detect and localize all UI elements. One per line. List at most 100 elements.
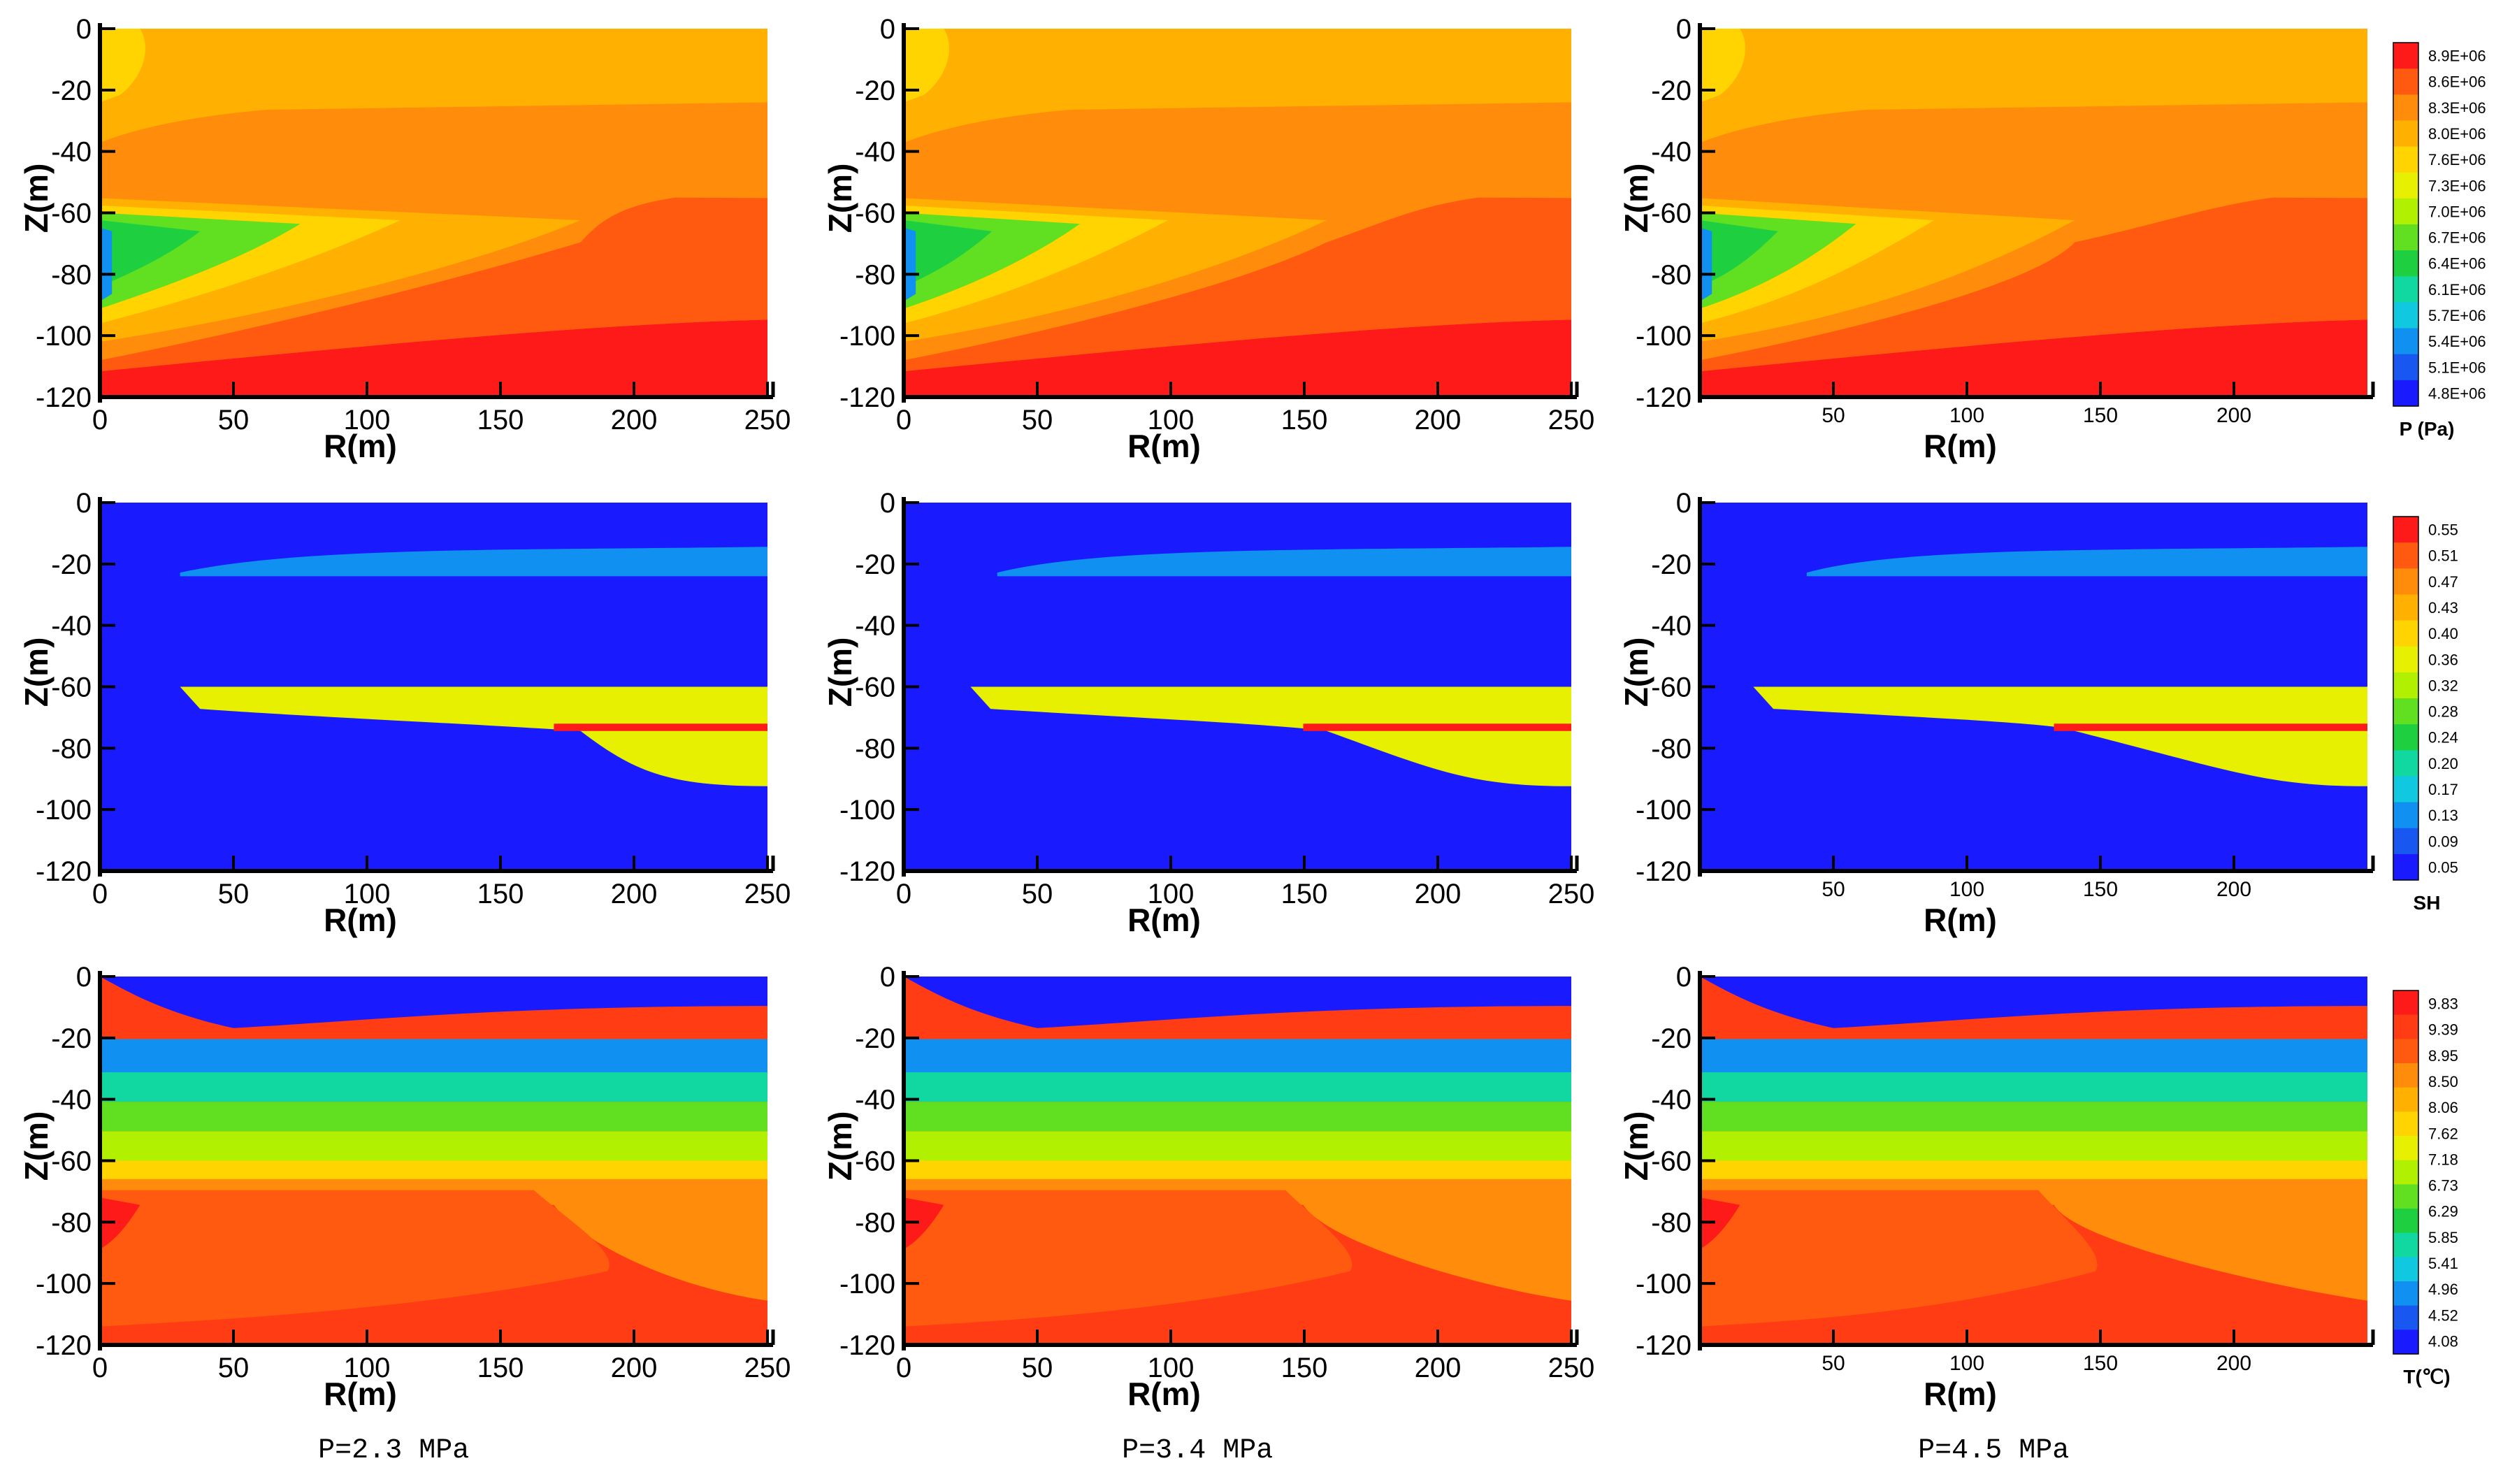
y-tick-label: -20	[1651, 549, 1692, 580]
contour-band-2	[1700, 190, 2367, 372]
colorbar-tick-label: 0.47	[2428, 573, 2458, 591]
colorbar-swatch	[2393, 828, 2418, 855]
contour-band-10	[904, 227, 916, 301]
contour-band-3	[100, 1160, 767, 1179]
colorbar-swatch	[2393, 69, 2418, 95]
colorbar-tick-label: 7.18	[2428, 1151, 2458, 1168]
contour-band-8	[904, 977, 1571, 1028]
colorbar-tick-label: 7.3E+06	[2428, 177, 2486, 194]
colorbar-title: P (Pa)	[2400, 418, 2455, 440]
contour-band-10	[904, 1197, 944, 1249]
x-axis-label: R(m)	[1127, 1376, 1201, 1412]
y-tick-label: -60	[855, 199, 895, 229]
contour-band-9	[100, 1190, 610, 1327]
y-tick-label: -80	[1651, 733, 1692, 764]
colorbar-swatch	[2393, 354, 2418, 381]
y-tick-label: -100	[839, 1269, 895, 1299]
x-tick-label: 100	[1148, 1353, 1195, 1383]
colorbar-tick-label: 7.6E+06	[2428, 151, 2486, 168]
x-tick-label: 50	[218, 405, 250, 435]
colorbar-p: 8.9E+06 8.6E+06 8.3E+06 8.0E+06 7.6E+06 7.3E+…	[2393, 42, 2486, 440]
colorbar-tick-label: 0.51	[2428, 547, 2458, 565]
y-tick-label: -40	[855, 1085, 895, 1116]
colorbar-tick-label: 0.09	[2428, 833, 2458, 850]
contour-band-10	[1700, 1197, 1740, 1249]
x-tick-label: 0	[92, 405, 108, 435]
colorbar-tick-label: 6.1E+06	[2428, 281, 2486, 298]
y-tick-label: 0	[880, 488, 895, 519]
x-tick-label: 200	[2216, 1352, 2251, 1375]
colorbar-tick-label: 4.52	[2428, 1306, 2458, 1324]
contour-band-2	[904, 190, 1571, 372]
x-tick-label: 50	[1022, 1353, 1053, 1383]
y-tick-label: -20	[51, 1023, 92, 1054]
contour-band-5	[904, 1102, 1571, 1132]
y-tick-label: -120	[839, 1330, 895, 1361]
colorbar-tick-label: 0.20	[2428, 755, 2458, 772]
colorbar-tick-label: 6.29	[2428, 1203, 2458, 1220]
colorbar-swatch	[2393, 620, 2418, 647]
contour-band-9	[904, 220, 993, 287]
contour-field	[100, 503, 767, 871]
x-tick-label: 100	[344, 879, 391, 909]
x-tick-label: 150	[1281, 1353, 1328, 1383]
contour-band-7	[100, 1039, 767, 1073]
y-axis-label: Z(m)	[1618, 1111, 1654, 1181]
contour-band-3	[180, 686, 767, 786]
contour-band-3	[1753, 686, 2367, 786]
colorbar-tick-label: 5.85	[2428, 1229, 2458, 1246]
colorbar-tick-label: 8.06	[2428, 1099, 2458, 1116]
contour-field	[1700, 29, 2367, 397]
x-tick-label: 0	[896, 1353, 911, 1383]
panel-p-3: 0 -20 -40 -60 -80 -100 -120 50 100 150 200 R(m) Z(m)	[1618, 14, 2375, 464]
colorbar-frame	[2393, 516, 2419, 881]
y-tick-label: -100	[1636, 321, 1692, 352]
colorbar-frame	[2393, 990, 2419, 1355]
colorbar-swatch	[2393, 172, 2418, 199]
x-tick-label: 50	[1022, 405, 1053, 435]
contour-band-2	[1806, 547, 2367, 577]
contour-band-4	[904, 29, 1571, 143]
x-axis-label: R(m)	[1924, 428, 1997, 464]
y-tick-label: -20	[51, 75, 92, 106]
contour-band-2	[180, 547, 767, 577]
colorbar-tick-label: 4.96	[2428, 1281, 2458, 1298]
y-tick-label: 0	[1676, 14, 1692, 45]
x-tick-label: 150	[1281, 879, 1328, 909]
y-tick-label: -20	[51, 549, 92, 580]
contour-band-2	[100, 190, 767, 372]
x-tick-label: 100	[344, 405, 391, 435]
y-axis-label: Z(m)	[18, 164, 55, 233]
colorbar-tick-label: 0.55	[2428, 521, 2458, 539]
contour-band-2	[997, 547, 1571, 577]
contour-band-11	[904, 29, 949, 103]
colorbar-swatch	[2393, 1136, 2418, 1161]
colorbar-swatch	[2393, 1232, 2418, 1258]
colorbar-tick-label: 0.36	[2428, 651, 2458, 668]
y-tick-label: -40	[1651, 611, 1692, 642]
contour-band-4	[1700, 1131, 2367, 1161]
y-tick-label: -120	[36, 1330, 92, 1361]
contour-band-6	[100, 1072, 767, 1102]
colorbar-tick-label: 4.08	[2428, 1332, 2458, 1350]
contour-band-4	[100, 29, 767, 143]
colorbar-swatch	[2393, 1014, 2418, 1039]
y-tick-label: -80	[855, 733, 895, 764]
colorbar-t: 9.83 9.39 8.95 8.50 8.06 7.62 7.18 6.73 6.29 5.85…	[2393, 990, 2458, 1388]
colorbar-tick-label: 5.1E+06	[2428, 359, 2486, 376]
contour-band-3	[970, 686, 1571, 786]
y-tick-label: -60	[51, 672, 92, 703]
contour-band-8	[1700, 977, 2367, 1028]
x-tick-label: 200	[611, 405, 658, 435]
colorbar-swatch	[2393, 198, 2418, 225]
x-tick-label: 100	[344, 1353, 391, 1383]
y-tick-label: -100	[1636, 1269, 1692, 1299]
y-axis-label: Z(m)	[1618, 637, 1654, 707]
x-tick-label: 100	[1949, 1352, 1984, 1375]
y-tick-label: -40	[855, 611, 895, 642]
y-tick-label: -120	[1636, 856, 1692, 887]
colorbar-tick-label: 0.32	[2428, 677, 2458, 694]
y-tick-label: 0	[1676, 962, 1692, 993]
